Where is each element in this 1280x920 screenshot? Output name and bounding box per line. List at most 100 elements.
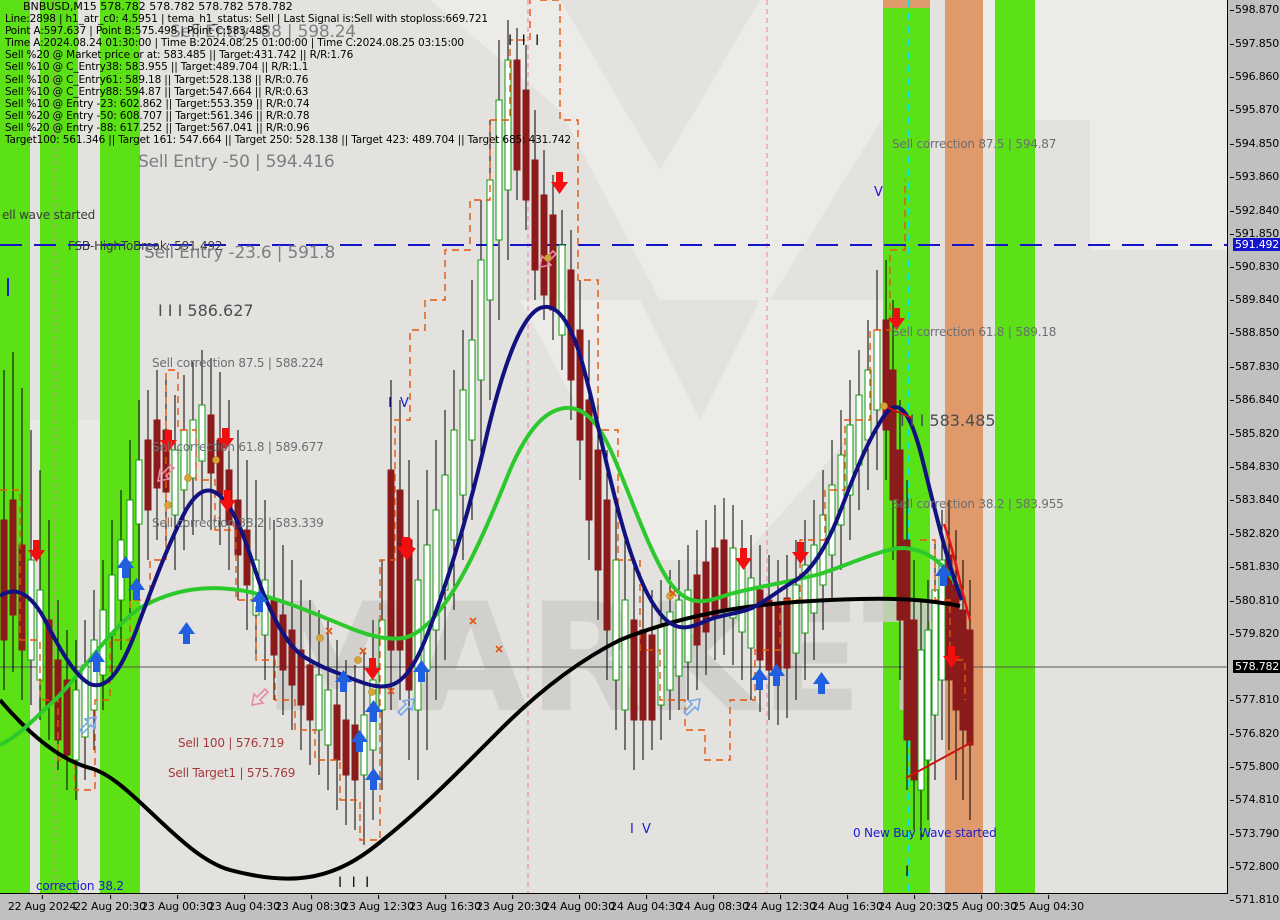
tick-dash (1230, 733, 1234, 735)
price-tick: 576.820 (1230, 727, 1279, 740)
annotation-sell-wave-started: ell wave started (2, 208, 96, 222)
tick-dash (1230, 433, 1234, 435)
tick-dash (445, 895, 446, 899)
time-tick: 23 Aug 00:30 (141, 895, 213, 913)
annotation-wave-iii-bottom: I I I (338, 875, 372, 891)
annotation-wave-v-right: V (874, 185, 885, 200)
annotation-wave-iii-583: I I I 583.485 (900, 411, 996, 430)
current-price-badge: 578.782 (1233, 660, 1280, 673)
annotation-sell-entry-50: Sell Entry -50 | 594.416 (138, 152, 335, 172)
tick-dash (1230, 633, 1234, 635)
time-axis[interactable]: 22 Aug 2024 22 Aug 20:30 23 Aug 00:30 23 Au… (0, 895, 1228, 920)
time-tick: 23 Aug 16:30 (409, 895, 481, 913)
price-tick: 594.850 (1230, 137, 1279, 150)
price-tick: 595.870 (1230, 103, 1279, 116)
ma-medium-green (0, 405, 967, 747)
tick-dash (1230, 866, 1234, 868)
chart-background-layer (0, 0, 1227, 893)
tick-dash (1230, 43, 1234, 45)
price-tick: 588.850 (1230, 326, 1279, 339)
annotation-new-buy-wave: 0 New Buy Wave started (853, 826, 997, 840)
tick-dash (1230, 499, 1234, 501)
price-tick: 592.840 (1230, 204, 1279, 217)
tick-dash (981, 895, 982, 899)
tick-dash (713, 895, 714, 899)
tick-dash (1230, 466, 1234, 468)
price-tick: 583.840 (1230, 493, 1279, 506)
tick-dash (41, 895, 43, 899)
tick-dash (1048, 895, 1049, 899)
price-tick: 586.840 (1230, 393, 1279, 406)
tick-dash (1230, 109, 1234, 111)
price-tick: 596.860 (1230, 70, 1279, 83)
annotation-sell-corr-875-588: Sell correction 87.5 | 588.224 (152, 356, 324, 370)
time-tick: 24 Aug 00:30 (543, 895, 615, 913)
trend-lines (883, 405, 973, 779)
price-tick: 584.830 (1230, 460, 1279, 473)
chart-plot-area[interactable]: MARKET (0, 0, 1228, 894)
tick-dash (1230, 332, 1234, 334)
ma-signal-red (942, 523, 972, 621)
tick-dash (1230, 143, 1234, 145)
tick-dash (579, 895, 580, 899)
signal-arrows-hollow (78, 249, 701, 735)
time-tick: 25 Aug 00:30 (945, 895, 1017, 913)
price-tick: 571.810 (1230, 893, 1279, 906)
tick-dash (378, 895, 379, 899)
tick-dash (1230, 399, 1234, 401)
fractal-bands (0, 0, 966, 841)
tick-dash (1230, 600, 1234, 602)
price-tick: 587.830 (1230, 360, 1279, 373)
tick-dash (1230, 566, 1234, 568)
current-level-price-badge: 591.492 (1233, 238, 1280, 251)
ma-fast-blue (0, 304, 964, 689)
time-tick: 22 Aug 20:30 (74, 895, 146, 913)
price-tick: 597.850 (1230, 37, 1279, 50)
ma-slow-black (0, 596, 961, 881)
price-tick: 598.870 (1230, 3, 1279, 16)
price-tick: 579.820 (1230, 627, 1279, 640)
time-tick: 24 Aug 20:30 (878, 895, 950, 913)
price-axis[interactable]: 598.870 597.850 596.860 595.870 594.850 593.8… (1229, 0, 1280, 906)
price-tick: 589.840 (1230, 293, 1279, 306)
tick-dash (780, 895, 781, 899)
price-tick: 573.790 (1230, 827, 1279, 840)
annotation-fsb-hightobreak: FSB-HighToBreak: 591.492 (68, 239, 223, 253)
time-tick: 22 Aug 2024 (8, 895, 76, 913)
tick-dash (1230, 9, 1234, 11)
tick-dash (1230, 533, 1234, 535)
tick-dash (847, 895, 848, 899)
annotation-sell-corr-618-589: Sell correction 61.8 | 589.677 (152, 440, 324, 454)
signal-arrows-down (28, 172, 960, 680)
price-tick: 575.800 (1230, 760, 1279, 773)
annotation-wave-iii-586: I I I 586.627 (158, 301, 254, 320)
annotation-sell-corr-618-589-r: Sell correction 61.8 | 589.18 (892, 325, 1057, 339)
time-tick: 23 Aug 12:30 (342, 895, 414, 913)
annotation-wave-iv-bottom: I V (630, 822, 653, 837)
time-tick: 24 Aug 08:30 (677, 895, 749, 913)
tick-dash (1230, 766, 1234, 768)
price-tick: 582.820 (1230, 527, 1279, 540)
chart-data-layer (0, 0, 1227, 881)
price-tick: 590.830 (1230, 260, 1279, 273)
time-tick: 24 Aug 12:30 (744, 895, 816, 913)
annotation-wave-i-right: I (905, 864, 912, 880)
time-tick: 25 Aug 04:30 (1012, 895, 1084, 913)
price-tick: 572.800 (1230, 860, 1279, 873)
time-tick: 23 Aug 20:30 (476, 895, 548, 913)
tick-dash (1230, 699, 1234, 701)
time-tick: 24 Aug 04:30 (610, 895, 682, 913)
tick-dash (1230, 76, 1234, 78)
annotation-correction-382: correction 38.2 (36, 879, 124, 893)
tick-dash (244, 895, 245, 899)
tick-dash (646, 895, 647, 899)
tick-dash (1230, 833, 1234, 835)
annotation-sell-entry-236: Sell Entry -23.6 | 591.8 (144, 243, 336, 263)
time-tick: 23 Aug 04:30 (208, 895, 280, 913)
tick-dash (311, 895, 312, 899)
tick-dash (1230, 899, 1234, 901)
price-tick: 591.850 (1230, 227, 1279, 240)
tick-dash (1230, 266, 1234, 268)
tick-dash (1230, 366, 1234, 368)
